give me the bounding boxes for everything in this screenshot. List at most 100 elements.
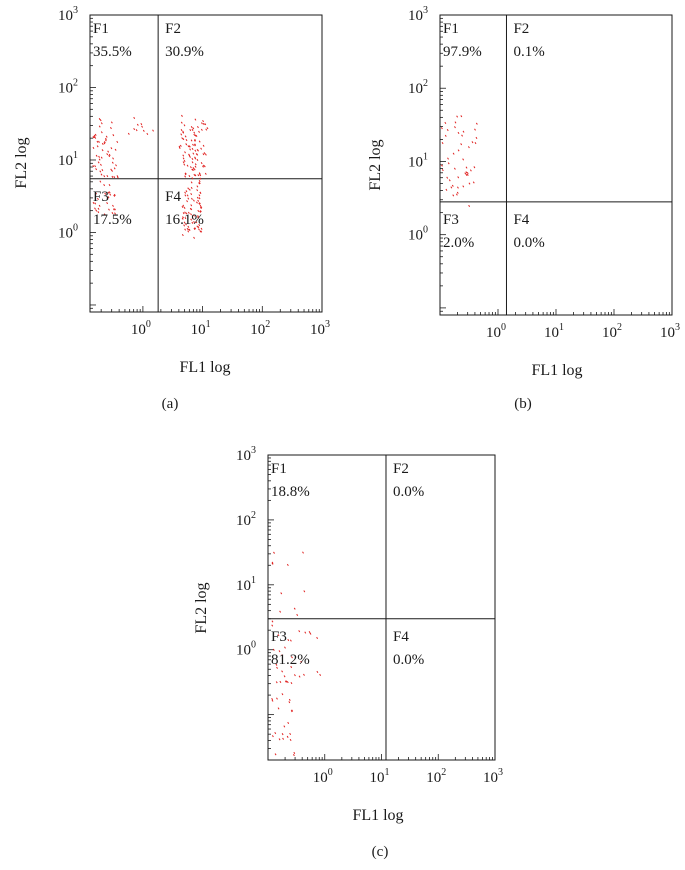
quadrant-percent: 0.0% bbox=[513, 235, 544, 251]
data-point bbox=[113, 175, 116, 179]
data-point bbox=[100, 173, 103, 176]
data-point bbox=[460, 143, 463, 146]
data-point bbox=[95, 154, 98, 157]
data-point bbox=[461, 134, 463, 137]
data-point bbox=[191, 168, 194, 171]
quadrant-percent: 18.8% bbox=[271, 484, 310, 500]
data-point bbox=[303, 673, 305, 676]
data-point bbox=[193, 139, 196, 142]
data-point bbox=[140, 122, 143, 126]
data-point bbox=[197, 216, 199, 219]
data-point bbox=[182, 204, 185, 207]
data-point bbox=[188, 228, 190, 231]
data-point bbox=[457, 149, 460, 152]
data-point bbox=[97, 197, 99, 201]
tick-label-exponent: 2 bbox=[423, 78, 428, 89]
data-point bbox=[181, 137, 184, 140]
data-point bbox=[189, 155, 191, 158]
data-point bbox=[198, 180, 201, 183]
data-point bbox=[271, 620, 274, 623]
quadrant-name: F3 bbox=[271, 629, 287, 645]
data-point bbox=[194, 134, 197, 137]
tick-label-base: 10 bbox=[408, 154, 423, 170]
tick-label-base: 10 bbox=[660, 325, 675, 341]
data-point bbox=[112, 134, 115, 137]
quadrant-percent: 81.2% bbox=[271, 652, 310, 668]
data-point bbox=[319, 673, 322, 676]
data-point bbox=[93, 134, 96, 137]
data-point bbox=[304, 631, 307, 634]
data-point bbox=[111, 211, 114, 215]
data-point bbox=[203, 152, 206, 155]
x-tick-label: 102 bbox=[426, 767, 446, 786]
data-point bbox=[197, 215, 199, 218]
data-point bbox=[187, 230, 190, 233]
y-tick-label: 101 bbox=[408, 151, 428, 170]
data-point bbox=[199, 210, 202, 213]
data-point bbox=[196, 189, 199, 192]
data-point bbox=[290, 681, 293, 685]
y-tick-label: 100 bbox=[408, 225, 428, 244]
data-point bbox=[92, 201, 95, 205]
data-point bbox=[107, 196, 110, 199]
data-point bbox=[199, 204, 202, 207]
data-point bbox=[198, 140, 201, 143]
data-point bbox=[190, 125, 193, 129]
tick-label-base: 10 bbox=[58, 225, 73, 241]
data-point bbox=[474, 128, 476, 131]
data-point bbox=[200, 227, 203, 230]
data-points bbox=[440, 115, 478, 208]
data-point bbox=[282, 737, 285, 740]
data-point bbox=[473, 166, 476, 169]
data-point bbox=[196, 158, 199, 162]
tick-label-base: 10 bbox=[602, 325, 617, 341]
data-point bbox=[108, 208, 110, 211]
data-point bbox=[193, 173, 196, 177]
data-point bbox=[293, 751, 296, 755]
data-point bbox=[465, 173, 468, 176]
data-point bbox=[112, 157, 114, 160]
data-point bbox=[309, 632, 312, 635]
data-point bbox=[191, 128, 194, 131]
data-point bbox=[285, 680, 288, 683]
data-point bbox=[112, 208, 115, 211]
quadrant-name: F1 bbox=[443, 21, 459, 37]
x-tick-label: 100 bbox=[131, 319, 151, 338]
data-point bbox=[300, 660, 303, 663]
data-point bbox=[452, 194, 455, 197]
data-point bbox=[276, 697, 278, 700]
data-point bbox=[184, 151, 186, 154]
data-point bbox=[191, 157, 194, 161]
data-point bbox=[182, 137, 185, 141]
tick-label-exponent: 2 bbox=[73, 77, 78, 88]
y-tick-label: 102 bbox=[58, 77, 78, 96]
data-point bbox=[194, 163, 197, 166]
data-point bbox=[198, 197, 201, 200]
data-point bbox=[279, 610, 282, 613]
data-point bbox=[472, 181, 475, 184]
data-point bbox=[110, 126, 112, 130]
y-axis-label: FL2 log bbox=[193, 582, 210, 633]
quadrant-percent: 97.9% bbox=[443, 44, 482, 60]
data-point bbox=[183, 159, 186, 163]
data-point bbox=[195, 221, 198, 224]
data-point bbox=[103, 184, 106, 187]
data-point bbox=[103, 142, 106, 145]
data-point bbox=[204, 153, 207, 156]
data-point bbox=[194, 138, 197, 142]
data-point bbox=[454, 121, 457, 124]
data-point bbox=[186, 227, 189, 231]
data-point bbox=[183, 224, 186, 227]
data-point bbox=[190, 213, 192, 216]
quadrant-percent: 16.1% bbox=[165, 212, 204, 228]
data-point bbox=[196, 148, 199, 152]
data-point bbox=[135, 129, 138, 132]
data-point bbox=[203, 165, 206, 168]
y-axis-label: FL2 log bbox=[13, 137, 30, 188]
data-point bbox=[106, 174, 109, 178]
data-point bbox=[293, 674, 296, 677]
data-point bbox=[296, 613, 299, 617]
quadrant-name: F4 bbox=[513, 212, 529, 228]
x-tick-label: 100 bbox=[313, 767, 333, 786]
data-point bbox=[192, 199, 195, 202]
